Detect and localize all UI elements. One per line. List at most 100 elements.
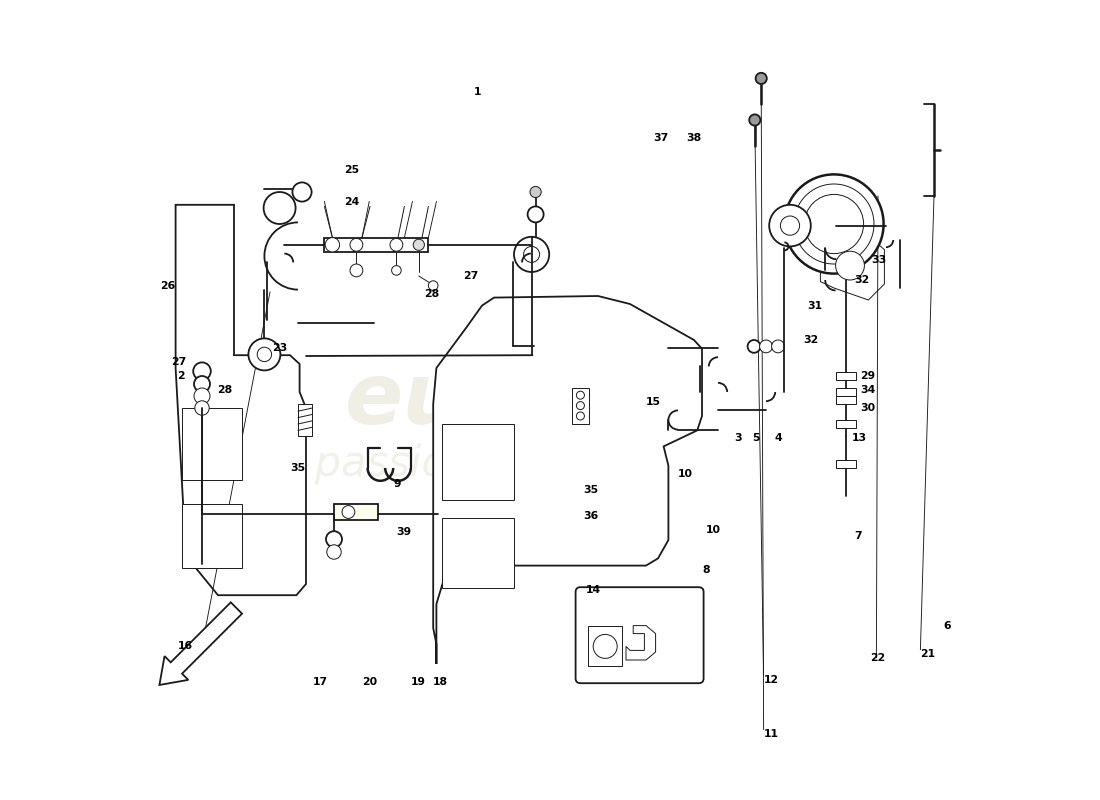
Circle shape xyxy=(576,391,584,399)
Text: 5: 5 xyxy=(752,433,760,442)
Text: 36: 36 xyxy=(584,511,598,521)
Text: 32: 32 xyxy=(854,275,869,285)
Circle shape xyxy=(326,238,340,252)
Polygon shape xyxy=(821,236,884,300)
Text: 22: 22 xyxy=(870,653,886,662)
Text: 20: 20 xyxy=(362,677,377,686)
Polygon shape xyxy=(626,626,656,660)
Bar xyxy=(442,518,514,588)
Bar xyxy=(588,626,621,666)
Circle shape xyxy=(342,506,355,518)
Circle shape xyxy=(760,340,772,353)
Text: 12: 12 xyxy=(763,675,779,685)
Text: 29: 29 xyxy=(860,371,876,381)
Text: 3: 3 xyxy=(735,433,743,442)
Circle shape xyxy=(327,545,341,559)
Text: 27: 27 xyxy=(172,357,187,366)
Bar xyxy=(836,420,857,428)
Polygon shape xyxy=(176,205,306,595)
Circle shape xyxy=(390,238,403,251)
Bar xyxy=(334,504,378,520)
Text: 8: 8 xyxy=(702,565,710,574)
Circle shape xyxy=(195,401,209,415)
Bar xyxy=(836,388,857,396)
Circle shape xyxy=(257,347,272,362)
Circle shape xyxy=(576,412,584,420)
FancyBboxPatch shape xyxy=(575,587,704,683)
Circle shape xyxy=(326,531,342,547)
Circle shape xyxy=(530,186,541,198)
Bar xyxy=(182,504,242,568)
Text: 17: 17 xyxy=(312,677,328,686)
Bar xyxy=(572,388,590,424)
Text: 7: 7 xyxy=(854,531,861,541)
Circle shape xyxy=(769,205,811,246)
FancyArrow shape xyxy=(160,602,242,685)
Circle shape xyxy=(428,281,438,290)
Circle shape xyxy=(528,206,543,222)
Circle shape xyxy=(350,264,363,277)
Text: 15: 15 xyxy=(646,397,661,406)
Circle shape xyxy=(804,194,864,254)
Bar xyxy=(324,238,428,252)
Text: 2: 2 xyxy=(177,371,185,381)
Text: 24: 24 xyxy=(344,197,360,206)
Bar xyxy=(836,460,857,468)
Circle shape xyxy=(350,238,363,251)
Text: 18: 18 xyxy=(433,677,448,686)
Text: 25: 25 xyxy=(344,165,360,174)
Circle shape xyxy=(249,338,280,370)
Text: 4: 4 xyxy=(774,433,782,442)
Text: 27: 27 xyxy=(463,271,478,281)
Text: 10: 10 xyxy=(706,525,721,534)
Text: 33: 33 xyxy=(871,255,887,265)
Text: 19: 19 xyxy=(411,677,427,686)
Text: 11: 11 xyxy=(763,730,779,739)
Circle shape xyxy=(194,388,210,404)
Text: 31: 31 xyxy=(807,301,822,310)
Text: 13: 13 xyxy=(851,433,867,442)
Text: 35: 35 xyxy=(584,485,598,494)
Text: 30: 30 xyxy=(860,403,876,413)
Circle shape xyxy=(749,114,760,126)
Text: 9: 9 xyxy=(394,479,402,489)
Text: 6: 6 xyxy=(944,621,952,630)
Text: a passion for parts: a passion for parts xyxy=(276,443,664,485)
Text: 28: 28 xyxy=(218,386,232,395)
Text: 38: 38 xyxy=(686,133,702,142)
Text: 21: 21 xyxy=(921,650,935,659)
Polygon shape xyxy=(433,296,702,664)
Text: 10: 10 xyxy=(678,469,693,478)
Text: 35: 35 xyxy=(290,463,305,473)
Bar xyxy=(442,424,514,500)
Text: 14: 14 xyxy=(586,586,601,595)
Circle shape xyxy=(576,402,584,410)
Text: 1: 1 xyxy=(474,87,482,97)
Circle shape xyxy=(756,73,767,84)
Text: 16: 16 xyxy=(178,642,194,651)
Circle shape xyxy=(194,362,211,380)
Circle shape xyxy=(748,340,760,353)
Circle shape xyxy=(836,251,865,280)
Circle shape xyxy=(784,174,883,274)
Bar xyxy=(836,372,857,380)
Text: 26: 26 xyxy=(161,282,176,291)
Text: 37: 37 xyxy=(652,133,668,142)
Circle shape xyxy=(414,239,425,250)
Text: 32: 32 xyxy=(803,335,818,345)
Circle shape xyxy=(194,376,210,392)
Text: 23: 23 xyxy=(273,343,287,353)
Text: europ: europ xyxy=(344,358,627,442)
Circle shape xyxy=(524,246,540,262)
Text: 28: 28 xyxy=(425,290,440,299)
Circle shape xyxy=(514,237,549,272)
Circle shape xyxy=(794,184,874,264)
Circle shape xyxy=(293,182,311,202)
Text: 39: 39 xyxy=(396,527,411,537)
Circle shape xyxy=(392,266,402,275)
Bar xyxy=(182,408,242,480)
Circle shape xyxy=(780,216,800,235)
Circle shape xyxy=(593,634,617,658)
Text: 34: 34 xyxy=(860,386,876,395)
Bar xyxy=(836,396,857,404)
